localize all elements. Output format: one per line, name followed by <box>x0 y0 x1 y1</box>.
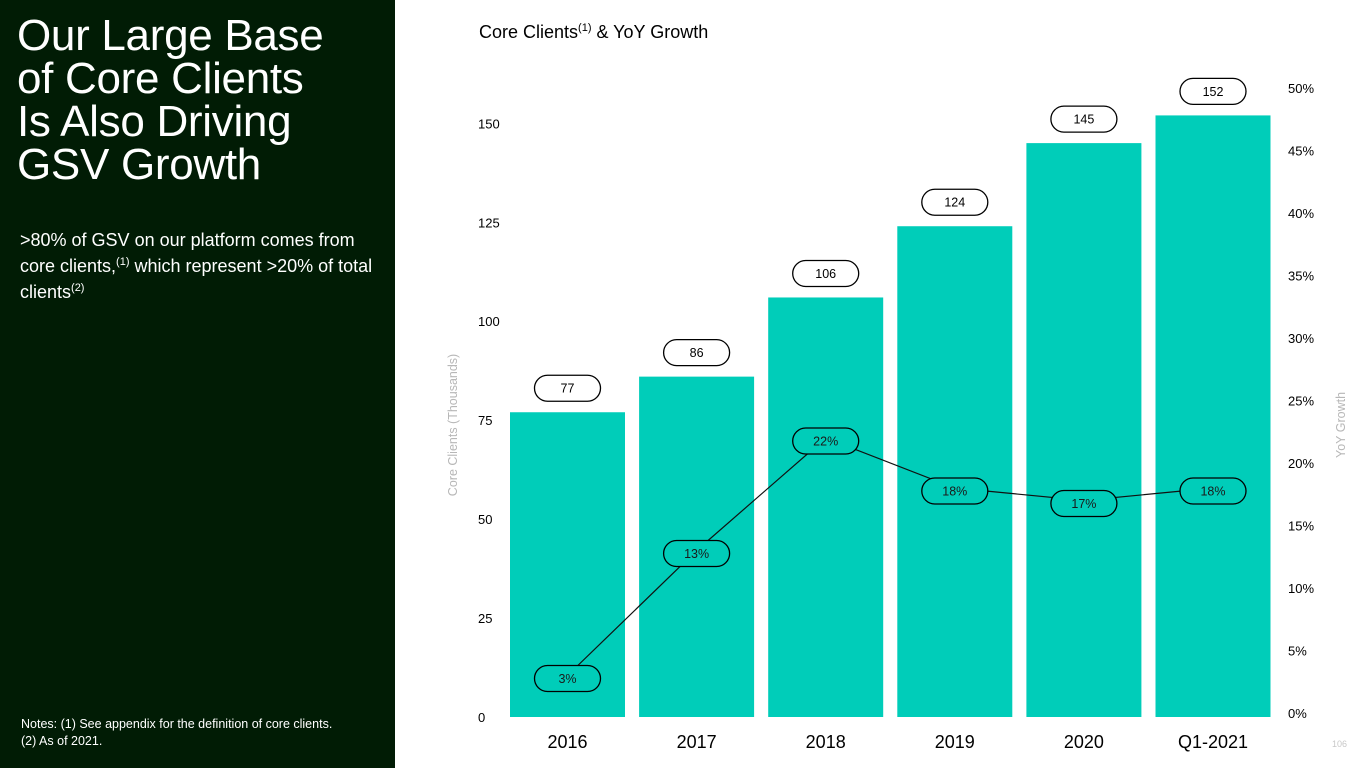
x-tick-label: 2017 <box>677 732 717 752</box>
chart-title: Core Clients(1) & YoY Growth <box>479 20 708 44</box>
bar <box>897 226 1013 717</box>
bar-value-label: 106 <box>815 267 836 281</box>
bar-value-pill <box>921 188 989 216</box>
growth-value-label: 13% <box>684 547 709 561</box>
y2-tick-label: 10% <box>1288 581 1314 596</box>
x-tick-label: 2020 <box>1064 732 1104 752</box>
growth-value-pill <box>533 664 602 693</box>
bar-value-pill <box>1050 105 1118 133</box>
y2-tick-label: 15% <box>1288 519 1314 534</box>
footnote-line: (2) As of 2021. <box>21 734 103 748</box>
growth-value-pill <box>1050 489 1118 518</box>
bar <box>1026 143 1142 718</box>
x-tick-label: Q1-2021 <box>1178 732 1248 752</box>
bar <box>768 297 884 717</box>
body-text-part1: >80% of GSV on our platform comes from c… <box>20 230 355 276</box>
y2-tick-label: 0% <box>1288 706 1307 721</box>
footnotes: Notes: (1) See appendix for the definiti… <box>21 716 381 750</box>
growth-value-label: 22% <box>813 435 838 449</box>
chart-title-suffix: & YoY Growth <box>591 22 709 42</box>
growth-value-pill <box>1179 477 1247 505</box>
y2-tick-label: 20% <box>1288 456 1314 471</box>
x-tick-label: 2018 <box>806 732 846 752</box>
growth-value-pill <box>921 477 989 505</box>
bar-value-pill <box>662 338 731 367</box>
growth-value-pill <box>662 539 731 568</box>
growth-value-label: 18% <box>1200 485 1225 499</box>
page-number: 106 <box>1332 739 1348 749</box>
bar-value-pill <box>792 259 860 288</box>
growth-value-pill <box>792 427 860 455</box>
y-tick-label: 0 <box>478 710 485 725</box>
left-panel: Our Large Base of Core Clients Is Also D… <box>0 0 395 768</box>
growth-value-label: 18% <box>942 485 967 499</box>
headline-line: GSV Growth <box>17 140 261 189</box>
bar-value-pill <box>1179 77 1247 106</box>
footnote-line: Notes: (1) See appendix for the definiti… <box>21 717 333 731</box>
y2-tick-label: 35% <box>1288 269 1314 284</box>
bar-value-label: 77 <box>561 382 575 396</box>
y-tick-label: 75 <box>478 413 492 428</box>
headline-line: of Core Clients <box>17 54 304 103</box>
y2-tick-label: 40% <box>1288 206 1314 221</box>
y-tick-label: 150 <box>478 116 500 131</box>
x-tick-label: 2016 <box>547 732 587 752</box>
bar-value-label: 86 <box>690 346 704 360</box>
y-tick-label: 100 <box>478 314 500 329</box>
bar-value-label: 124 <box>944 196 965 210</box>
bar <box>1155 115 1271 717</box>
footnote-2-marker: (2) <box>71 282 85 294</box>
x-tick-label: 2019 <box>935 732 975 752</box>
y-tick-label: 50 <box>478 512 492 527</box>
growth-value-label: 3% <box>558 672 576 686</box>
y2-tick-label: 25% <box>1288 394 1314 409</box>
y-tick-label: 125 <box>478 215 500 230</box>
y-tick-label: 25 <box>478 611 492 626</box>
headline: Our Large Base of Core Clients Is Also D… <box>17 11 387 189</box>
chart-title-footnote: (1) <box>578 22 592 34</box>
bar-value-label: 145 <box>1073 113 1094 127</box>
y2-axis-title: YoY Growth <box>1334 392 1348 458</box>
y2-tick-label: 50% <box>1288 81 1314 96</box>
body-copy: >80% of GSV on our platform comes from c… <box>20 227 380 305</box>
y-axis-title: Core Clients (Thousands) <box>446 354 460 496</box>
y2-tick-label: 30% <box>1288 331 1314 346</box>
headline-line: Is Also Driving <box>17 97 292 146</box>
growth-value-label: 17% <box>1071 497 1096 511</box>
headline-line: Our Large Base <box>17 11 324 60</box>
y2-tick-label: 45% <box>1288 144 1314 159</box>
body-text-part2: which represent >20% of total clients <box>20 256 373 302</box>
bar-value-label: 152 <box>1203 85 1224 99</box>
chart-title-text: Core Clients <box>479 22 579 42</box>
bar-value-pill <box>533 374 602 402</box>
y2-tick-label: 5% <box>1288 644 1307 659</box>
footnote-1-marker: (1) <box>116 256 130 268</box>
